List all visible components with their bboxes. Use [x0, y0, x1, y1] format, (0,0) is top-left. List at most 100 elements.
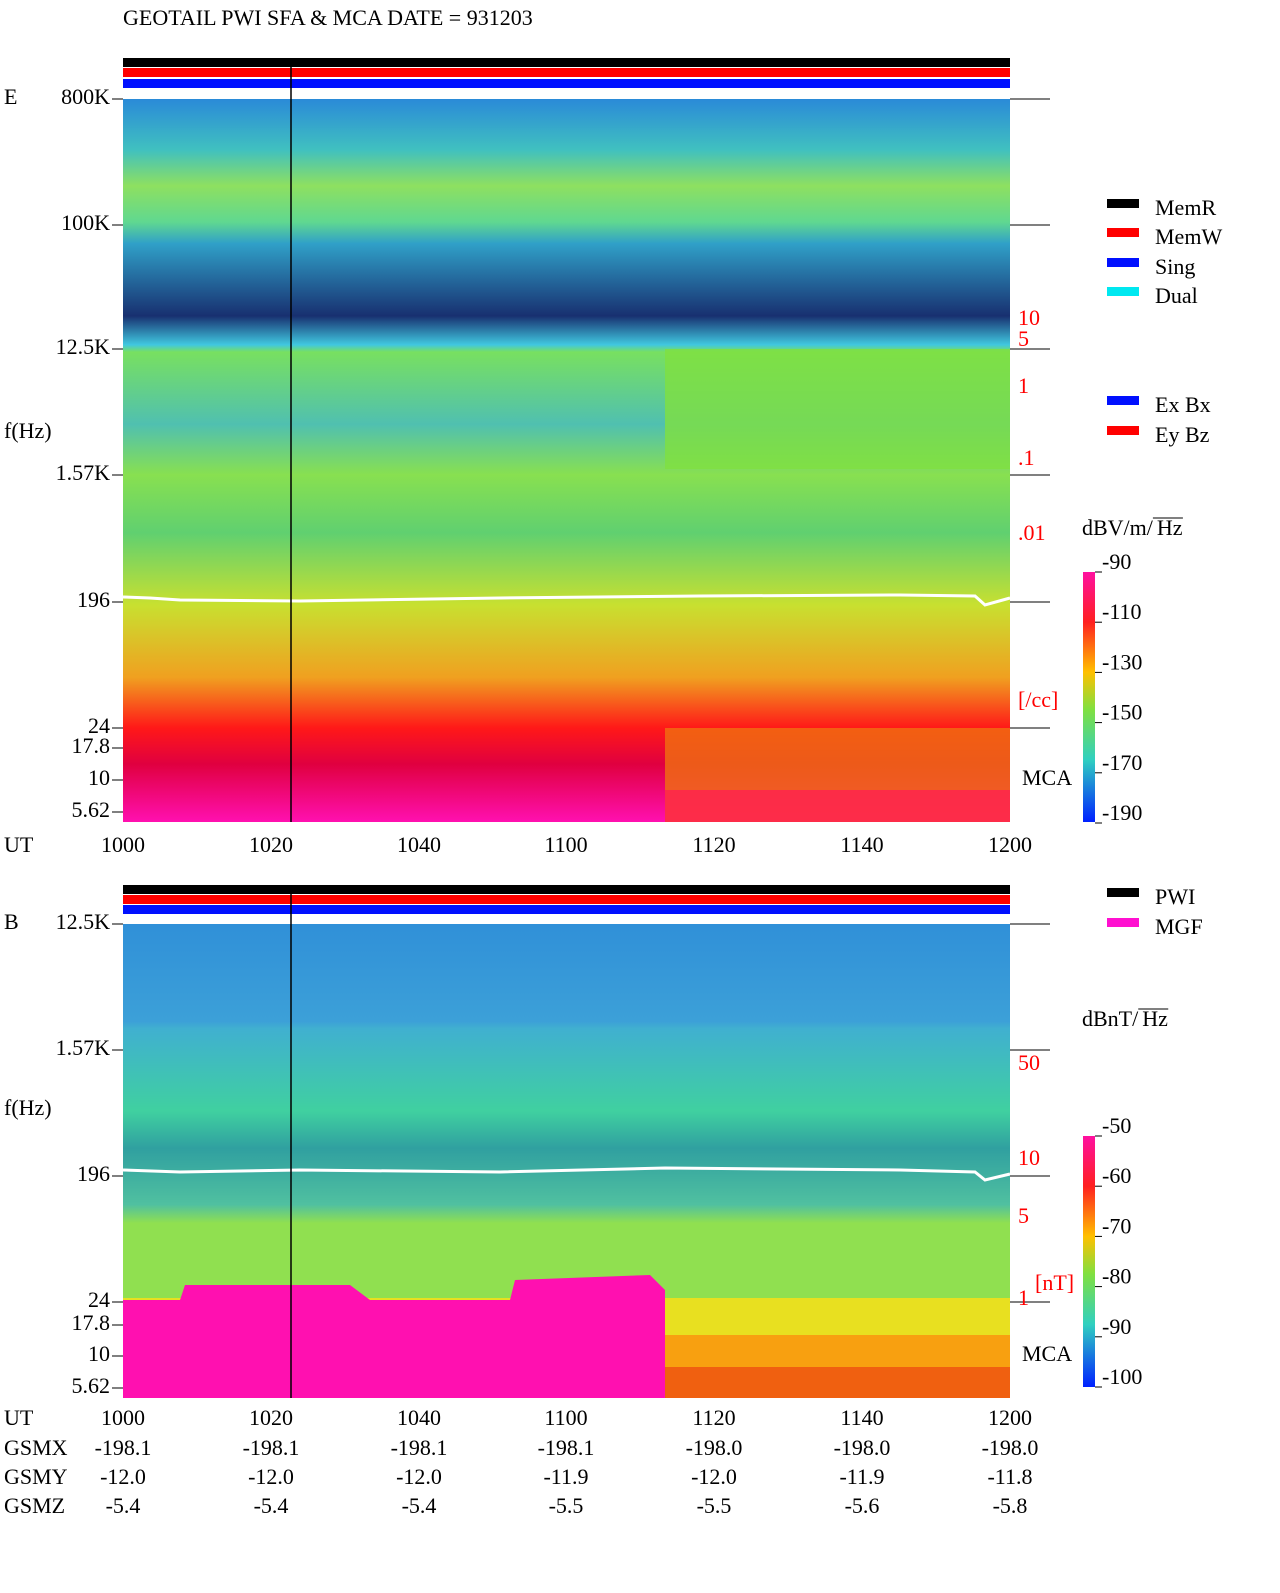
orbit-value: -5.4 — [106, 1493, 141, 1518]
colorbar — [1083, 572, 1095, 822]
y-tick-label: 24 — [88, 713, 110, 738]
y-tick-label: 1.57K — [56, 460, 111, 485]
y-tick-label: 12.5K — [56, 909, 111, 934]
density-label: 50 — [1018, 1050, 1040, 1075]
colorbar-unit-root: Hz — [1142, 1006, 1168, 1031]
orbit-label: GSMX — [4, 1435, 68, 1460]
legend-swatch — [1107, 228, 1139, 237]
spectrogram-region — [123, 1275, 665, 1398]
colorbar-tick-label: -60 — [1102, 1163, 1131, 1188]
x-tick-label: 1040 — [397, 832, 441, 857]
status-bar — [123, 895, 1010, 904]
orbit-value: -198.1 — [538, 1435, 595, 1460]
y-tick-label: 10 — [88, 765, 110, 790]
colorbar-unit: dBV/m/ — [1082, 515, 1154, 540]
x-tick-label: 1000 — [101, 832, 145, 857]
density-label: 1 — [1018, 1285, 1029, 1310]
y-tick-label: 196 — [77, 1161, 110, 1186]
x-tick-label: 1020 — [249, 1405, 293, 1430]
panel-label: E — [4, 84, 17, 109]
x-tick-label: 1040 — [397, 1405, 441, 1430]
legend-swatch — [1107, 287, 1139, 296]
x-tick-label: 1140 — [840, 832, 883, 857]
orbit-label: GSMY — [4, 1464, 68, 1489]
spectrogram — [123, 924, 1010, 1298]
status-bar — [123, 905, 1010, 914]
y-tick-label: 1.57K — [56, 1035, 111, 1060]
colorbar-unit-root: Hz — [1157, 515, 1183, 540]
orbit-value: -12.0 — [691, 1464, 737, 1489]
x-axis-label: UT — [4, 832, 34, 857]
legend-label: PWI — [1155, 884, 1195, 909]
legend-swatch — [1107, 199, 1139, 208]
mca-label: MCA — [1022, 765, 1072, 790]
orbit-value: -5.8 — [993, 1493, 1028, 1518]
status-bar — [123, 58, 1010, 67]
density-label: [/cc] — [1018, 687, 1058, 712]
y-tick-label: f(Hz) — [4, 1095, 52, 1120]
density-label: 5 — [1018, 326, 1029, 351]
x-axis-label: UT — [4, 1405, 34, 1430]
spectrogram-region — [665, 790, 1010, 822]
y-tick-label: 100K — [61, 210, 110, 235]
spectrogram-region — [665, 1335, 1010, 1367]
density-label: .1 — [1018, 445, 1035, 470]
density-label: 1 — [1018, 373, 1029, 398]
legend-swatch — [1107, 258, 1139, 267]
x-tick-label: 1120 — [692, 832, 735, 857]
colorbar-tick-label: -100 — [1102, 1364, 1142, 1389]
colorbar-tick-label: -190 — [1102, 800, 1142, 825]
orbit-value: -198.0 — [686, 1435, 743, 1460]
y-tick-label: 5.62 — [72, 1373, 111, 1398]
colorbar-tick-label: -90 — [1102, 1314, 1131, 1339]
orbit-value: -198.0 — [834, 1435, 891, 1460]
x-tick-label: 1200 — [988, 1405, 1032, 1430]
orbit-value: -11.9 — [543, 1464, 588, 1489]
density-label: [nT] — [1035, 1270, 1074, 1295]
x-tick-label: 1020 — [249, 832, 293, 857]
legend-label: Sing — [1155, 254, 1195, 279]
orbit-value: -198.1 — [243, 1435, 300, 1460]
mca-label: MCA — [1022, 1341, 1072, 1366]
legend-label: MemW — [1155, 224, 1222, 249]
colorbar-unit: dBnT/ — [1082, 1006, 1139, 1031]
density-label: 10 — [1018, 305, 1040, 330]
legend-swatch — [1107, 426, 1139, 435]
cyclotron-line — [122, 1166, 1011, 1182]
orbit-value: -5.5 — [549, 1493, 584, 1518]
orbit-value: -11.8 — [987, 1464, 1032, 1489]
y-tick-label: 17.8 — [72, 733, 111, 758]
x-tick-label: 1000 — [101, 1405, 145, 1430]
colorbar-tick-label: -130 — [1102, 649, 1142, 674]
plasma-line — [122, 593, 1011, 607]
density-label: .01 — [1018, 520, 1046, 545]
orbit-value: -198.1 — [95, 1435, 152, 1460]
orbit-value: -5.4 — [254, 1493, 289, 1518]
colorbar-tick-label: -90 — [1102, 549, 1131, 574]
orbit-value: -12.0 — [248, 1464, 294, 1489]
y-tick-label: 24 — [88, 1287, 110, 1312]
orbit-value: -198.0 — [982, 1435, 1039, 1460]
colorbar-tick-label: -170 — [1102, 750, 1142, 775]
orbit-value: -5.6 — [845, 1493, 880, 1518]
title: GEOTAIL PWI SFA & MCA DATE = 931203 — [123, 5, 533, 30]
spectrogram-region — [665, 1367, 1010, 1398]
orbit-value: -12.0 — [100, 1464, 146, 1489]
colorbar-tick-label: -50 — [1102, 1113, 1131, 1138]
colorbar-tick-label: -150 — [1102, 700, 1142, 725]
x-tick-label: 1200 — [988, 832, 1032, 857]
legend-label: Dual — [1155, 283, 1198, 308]
y-tick-label: 17.8 — [72, 1310, 111, 1335]
orbit-value: -5.4 — [402, 1493, 437, 1518]
legend-swatch — [1107, 888, 1139, 897]
orbit-label: GSMZ — [4, 1493, 65, 1518]
colorbar-tick-label: -80 — [1102, 1264, 1131, 1289]
status-bar — [123, 68, 1010, 77]
x-tick-label: 1100 — [544, 1405, 587, 1430]
y-tick-label: 10 — [88, 1341, 110, 1366]
spectrogram-region — [665, 349, 1010, 469]
orbit-value: -12.0 — [396, 1464, 442, 1489]
legend-swatch — [1107, 918, 1139, 927]
status-bar — [123, 79, 1010, 88]
